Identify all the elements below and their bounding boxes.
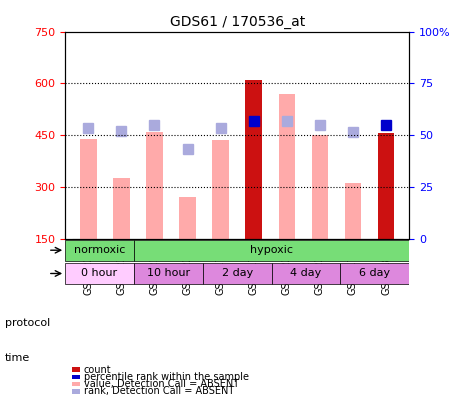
Bar <box>80 139 97 238</box>
Text: hypoxic: hypoxic <box>250 245 293 255</box>
Text: protocol: protocol <box>5 318 50 328</box>
FancyBboxPatch shape <box>134 240 409 261</box>
Text: time: time <box>5 353 30 364</box>
Bar <box>378 133 394 238</box>
Bar <box>246 80 262 238</box>
Bar <box>213 140 229 238</box>
Bar <box>179 197 196 238</box>
Text: 0 hour: 0 hour <box>81 268 118 278</box>
Bar <box>279 94 295 238</box>
Bar <box>113 178 130 238</box>
Bar <box>345 183 361 238</box>
Text: 6 day: 6 day <box>359 268 390 278</box>
Title: GDS61 / 170536_at: GDS61 / 170536_at <box>170 15 305 29</box>
Text: count: count <box>84 365 111 375</box>
Bar <box>312 135 328 238</box>
FancyBboxPatch shape <box>203 263 272 284</box>
Text: normoxic: normoxic <box>74 245 125 255</box>
FancyBboxPatch shape <box>65 240 134 261</box>
FancyBboxPatch shape <box>272 263 340 284</box>
FancyBboxPatch shape <box>65 263 134 284</box>
FancyBboxPatch shape <box>134 263 203 284</box>
Text: 2 day: 2 day <box>221 268 253 278</box>
Text: 4 day: 4 day <box>290 268 322 278</box>
Text: percentile rank within the sample: percentile rank within the sample <box>84 372 249 382</box>
Bar <box>146 132 163 238</box>
Text: 10 hour: 10 hour <box>147 268 190 278</box>
FancyBboxPatch shape <box>340 263 409 284</box>
Text: value, Detection Call = ABSENT: value, Detection Call = ABSENT <box>84 379 239 389</box>
Text: rank, Detection Call = ABSENT: rank, Detection Call = ABSENT <box>84 386 234 396</box>
